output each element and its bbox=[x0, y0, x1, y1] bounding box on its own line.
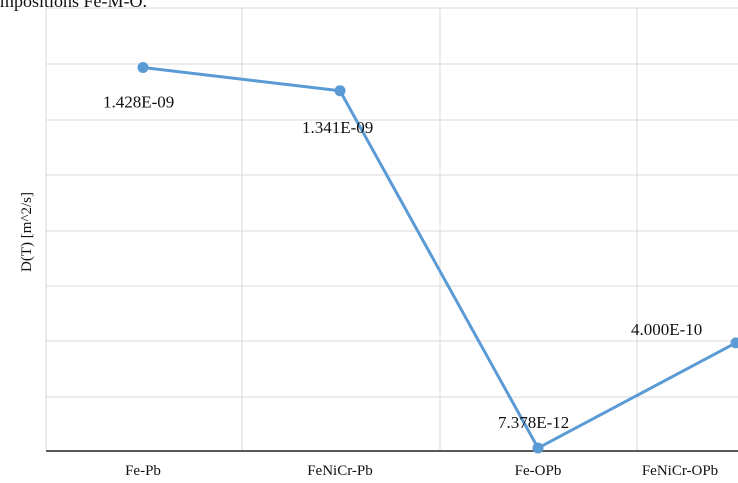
data-label: 4.000E-10 bbox=[631, 320, 702, 339]
x-tick-labels: Fe-Pb FeNiCr-Pb Fe-OPb FeNiCr-OPb bbox=[125, 463, 718, 479]
x-tick-label: Fe-OPb bbox=[515, 463, 562, 479]
grid bbox=[46, 8, 738, 450]
data-label: 1.341E-09 bbox=[302, 118, 373, 137]
data-point bbox=[138, 62, 149, 73]
data-point bbox=[335, 85, 346, 96]
x-tick-label: FeNiCr-OPb bbox=[642, 463, 718, 479]
data-label: 1.428E-09 bbox=[103, 92, 174, 111]
x-tick-label: FeNiCr-Pb bbox=[307, 463, 373, 479]
data-label: 7.378E-12 bbox=[498, 413, 569, 432]
x-tick-label: Fe-Pb bbox=[125, 463, 161, 479]
data-point bbox=[533, 443, 544, 454]
data-points bbox=[138, 62, 738, 454]
y-axis-label: D(T) [m^2/s] bbox=[19, 192, 35, 272]
data-labels: 1.428E-09 1.341E-09 7.378E-12 4.000E-10 bbox=[103, 92, 702, 432]
